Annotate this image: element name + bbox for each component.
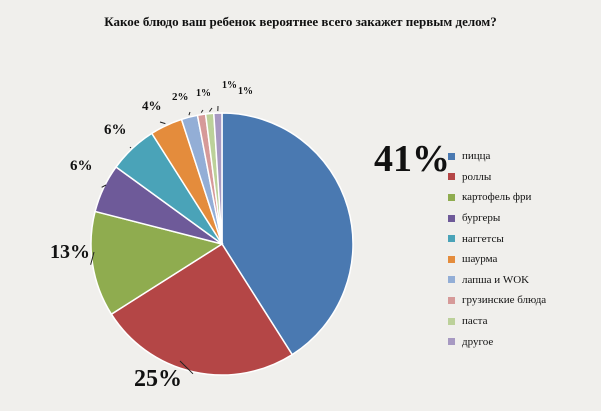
legend-swatch (448, 193, 455, 201)
legend-swatch (448, 296, 455, 304)
legend-item: пицца (448, 146, 546, 167)
legend: пицца роллы картофель фри бургеры наггетсы ша… (448, 146, 546, 352)
legend-label: пицца (462, 150, 491, 163)
pie-slice-2 (110, 242, 294, 376)
legend-label: лапша и WOK (462, 273, 530, 286)
pie-slice-1 (221, 112, 354, 356)
legend-label: бургеры (462, 212, 501, 225)
legend-swatch (448, 214, 455, 222)
data-label-2: 25% (134, 366, 182, 392)
data-label-6: 4% (142, 98, 162, 113)
data-label-10: 1% (238, 86, 253, 97)
legend-label: наггетсы (462, 232, 504, 245)
leader-line-3 (90, 251, 95, 265)
legend-swatch (448, 255, 455, 263)
data-label-4: 6% (70, 158, 93, 174)
legend-item: шаурма (448, 249, 546, 270)
pie-slice-10 (212, 112, 223, 245)
legend-item: грузинские блюда (448, 290, 546, 311)
leader-line-4 (101, 184, 107, 188)
data-label-3: 13% (50, 241, 90, 263)
leader-line-9 (209, 107, 213, 112)
leader-line-6 (159, 121, 166, 125)
legend-label: шаурма (462, 253, 498, 266)
legend-item: бургеры (448, 208, 546, 229)
data-label-7: 2% (172, 91, 189, 103)
data-label-9: 1% (222, 80, 237, 91)
legend-swatch (448, 276, 455, 284)
legend-label: другое (462, 335, 494, 348)
legend-swatch (448, 317, 455, 325)
legend-item: паста (448, 311, 546, 332)
legend-swatch (448, 152, 455, 160)
legend-item: другое (448, 331, 546, 352)
chart-title: Какое блюдо ваш ребенок вероятнее всего … (104, 14, 497, 29)
leader-line-7 (188, 111, 191, 116)
legend-label: паста (462, 315, 488, 328)
pie-slice-3 (90, 210, 224, 316)
legend-label: грузинские блюда (462, 294, 547, 307)
legend-item: лапша и WOK (448, 270, 546, 291)
legend-swatch (448, 235, 455, 243)
data-label-8: 1% (196, 88, 211, 99)
legend-item: наггетсы (448, 228, 546, 249)
data-label-5: 6% (104, 122, 127, 138)
data-label-1: 41% (374, 138, 450, 180)
leader-line-5 (129, 146, 132, 149)
leader-line-8 (200, 109, 204, 113)
legend-label: роллы (462, 170, 492, 183)
leader-line-2 (179, 360, 194, 375)
legend-item: картофель фри (448, 187, 546, 208)
legend-item: роллы (448, 167, 546, 188)
legend-label: картофель фри (462, 191, 532, 204)
legend-swatch (448, 338, 455, 346)
legend-swatch (448, 173, 455, 181)
